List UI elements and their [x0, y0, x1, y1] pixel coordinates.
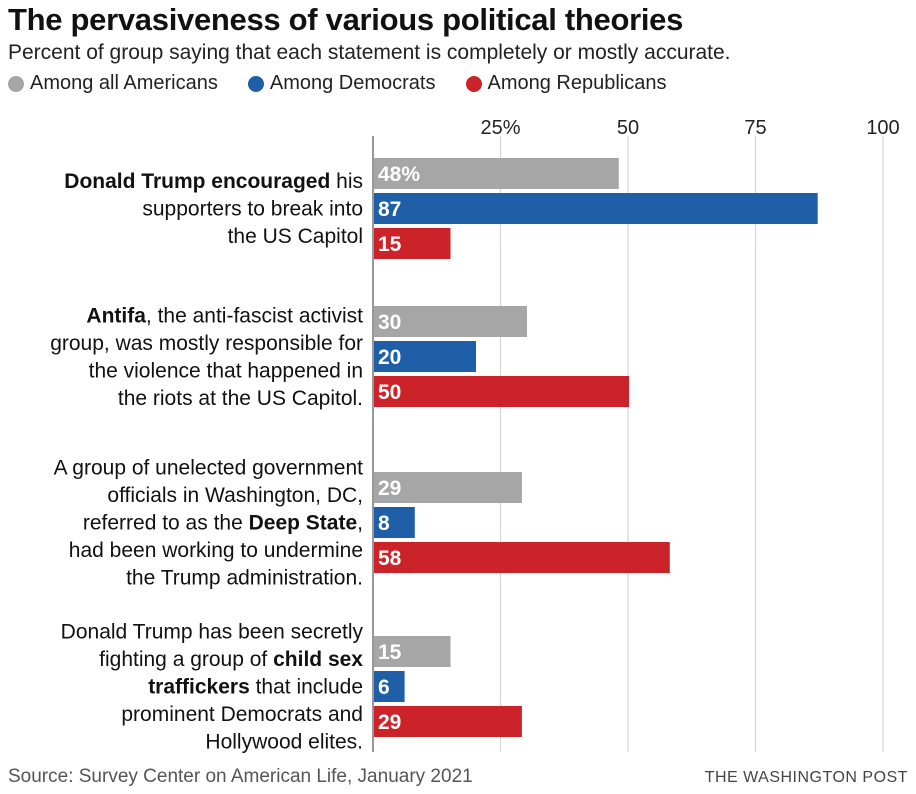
- x-tick-label: 75: [744, 117, 766, 139]
- legend-swatch-republicans: [465, 75, 482, 92]
- category-label-line: group, was mostly responsible for: [50, 332, 363, 355]
- legend: Among all Americans Among Democrats Amon…: [8, 72, 697, 95]
- bar-value-label: 58: [378, 547, 402, 570]
- bar: [374, 507, 415, 538]
- bar-value-label: 29: [378, 711, 401, 734]
- x-tick-label: 100: [866, 117, 899, 139]
- bar: [374, 636, 451, 667]
- category-label-line: Donald Trump encouraged his: [64, 170, 363, 193]
- legend-item-republicans: Among Republicans: [465, 72, 667, 95]
- bar: [374, 671, 405, 702]
- category-label-line: fighting a group of child sex: [99, 648, 363, 671]
- category-label-line: had been working to undermine: [69, 539, 363, 562]
- publisher-credit: THE WASHINGTON POST: [704, 769, 908, 786]
- bar-value-label: 30: [378, 311, 401, 334]
- bar-value-label: 50: [378, 381, 401, 404]
- category-label-line: traffickers that include: [148, 676, 363, 699]
- bar: [374, 228, 451, 259]
- chart-title: The pervasiveness of various political t…: [8, 2, 684, 37]
- bar: [374, 341, 476, 372]
- source-note: Source: Survey Center on American Life, …: [8, 766, 473, 787]
- bar: [374, 542, 670, 573]
- x-tick-label: 25%: [480, 117, 520, 139]
- category-label-line: referred to as the Deep State,: [83, 512, 363, 535]
- legend-swatch-democrats: [247, 75, 264, 92]
- category-label-line: the Trump administration.: [126, 567, 363, 590]
- legend-label-republicans: Among Republicans: [487, 72, 667, 94]
- bar: [374, 193, 818, 224]
- category-label-line: prominent Democrats and: [121, 703, 363, 726]
- bar-value-label: 87: [378, 198, 401, 221]
- bar-value-label: 15: [378, 233, 402, 256]
- bar: [374, 472, 522, 503]
- category-label-line: Hollywood elites.: [205, 731, 363, 754]
- bar: [374, 376, 629, 407]
- category-label-line: Antifa, the anti-fascist activist: [86, 304, 363, 327]
- bar-value-label: 20: [378, 346, 401, 369]
- bar-value-label: 15: [378, 641, 402, 664]
- category-label-line: Donald Trump has been secretly: [61, 621, 364, 644]
- bar: [374, 158, 619, 189]
- x-tick-label: 50: [617, 117, 639, 139]
- legend-label-all-americans: Among all Americans: [30, 72, 218, 94]
- legend-item-all-americans: Among all Americans: [8, 72, 218, 95]
- chart-subtitle: Percent of group saying that each statem…: [8, 41, 731, 64]
- bar: [374, 306, 527, 337]
- legend-swatch-all-americans: [8, 75, 24, 92]
- category-label-line: the US Capitol: [228, 225, 363, 248]
- category-label-line: the riots at the US Capitol.: [118, 387, 363, 410]
- bar-value-label: 48%: [378, 163, 420, 186]
- category-label-line: officials in Washington, DC,: [107, 484, 363, 507]
- bar: [374, 706, 522, 737]
- legend-label-democrats: Among Democrats: [269, 72, 436, 94]
- bar-value-label: 6: [378, 676, 390, 699]
- category-label-line: A group of unelected government: [54, 457, 364, 480]
- bar-chart: 25% 50 75 100 48% 87 15 Donald Trump encouraged…: [50, 117, 900, 754]
- bar-value-label: 29: [378, 477, 401, 500]
- bar-value-label: 8: [378, 512, 390, 535]
- category-label-line: supporters to break into: [142, 198, 363, 221]
- category-label-line: the violence that happened in: [89, 359, 363, 382]
- legend-item-democrats: Among Democrats: [247, 72, 436, 95]
